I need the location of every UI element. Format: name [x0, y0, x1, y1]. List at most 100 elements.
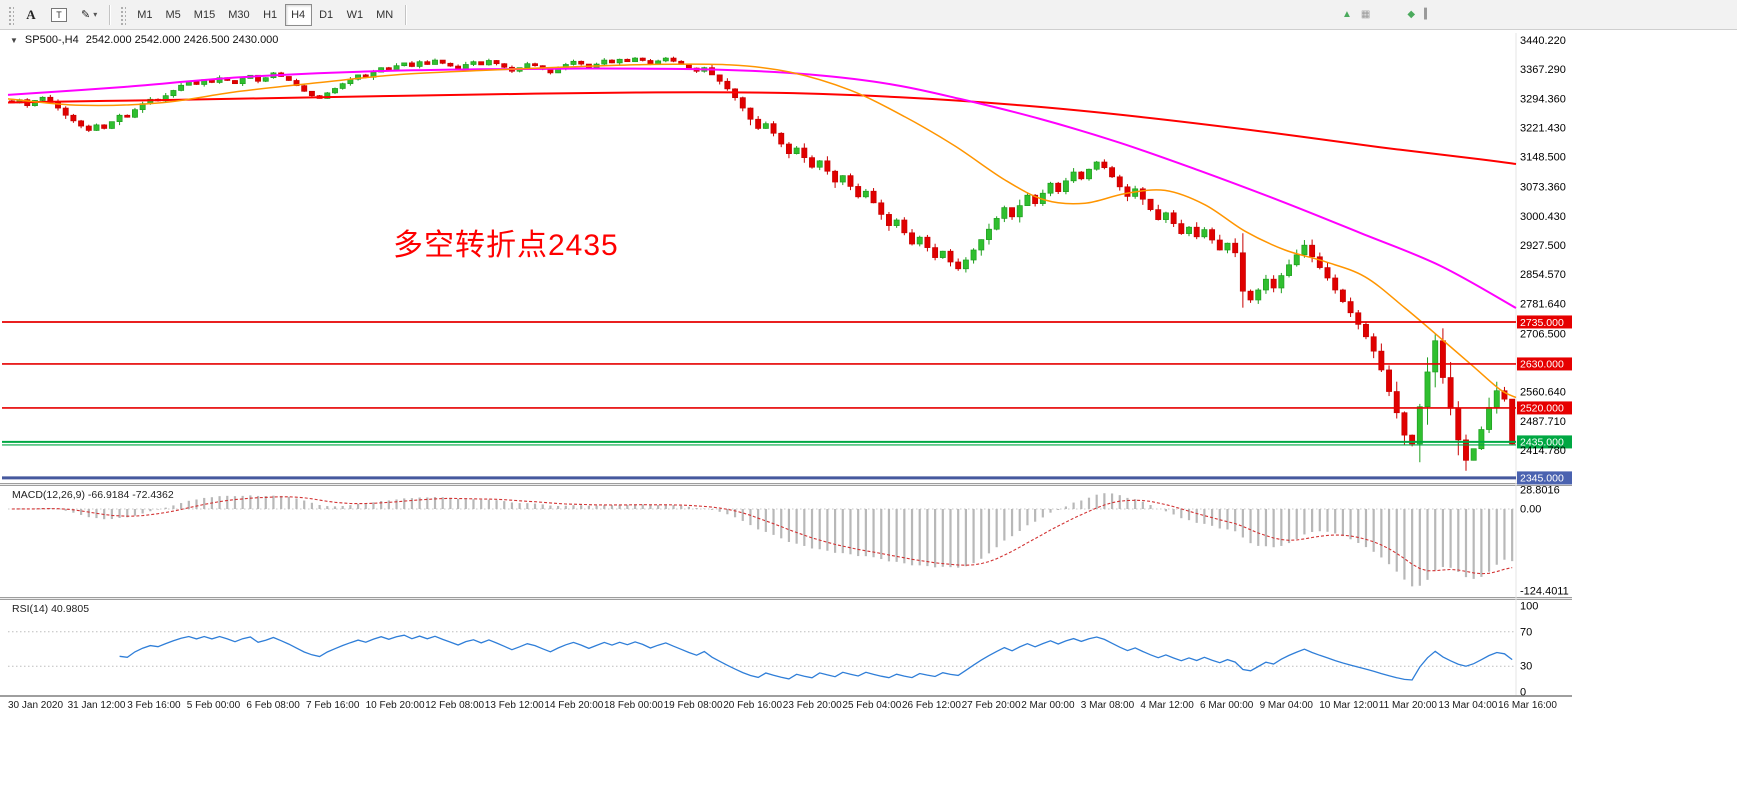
- toolbar-grip[interactable]: [119, 4, 127, 25]
- chart-annotation-text: 多空转折点2435: [393, 229, 619, 262]
- svg-text:13 Feb 12:00: 13 Feb 12:00: [485, 700, 544, 711]
- text-tool-button[interactable]: A: [19, 4, 43, 26]
- timeframe-button-mn[interactable]: MN: [370, 4, 399, 26]
- svg-text:70: 70: [1520, 626, 1532, 638]
- svg-text:-124.4011: -124.4011: [1520, 586, 1569, 598]
- toolbar-separator: [109, 4, 111, 25]
- svg-text:2630.000: 2630.000: [1520, 359, 1564, 371]
- svg-text:0: 0: [1520, 687, 1526, 699]
- price-axis[interactable]: 3440.220 3367.290 3294.360 3221.430 3148.500…: [1520, 35, 1566, 457]
- price-badge: [1517, 435, 1572, 449]
- macd-signal-line: [11, 496, 1513, 575]
- timeframe-button-w1[interactable]: W1: [341, 4, 370, 26]
- svg-text:3 Mar 08:00: 3 Mar 08:00: [1081, 700, 1135, 711]
- toolbar-separator: [405, 4, 407, 25]
- svg-text:2927.500: 2927.500: [1520, 240, 1566, 252]
- svg-text:2487.710: 2487.710: [1520, 416, 1566, 428]
- svg-text:3221.430: 3221.430: [1520, 122, 1566, 134]
- price-badge: [1517, 357, 1572, 371]
- svg-text:3440.220: 3440.220: [1520, 35, 1566, 47]
- svg-text:30 Jan 2020: 30 Jan 2020: [8, 700, 63, 711]
- svg-text:2781.640: 2781.640: [1520, 298, 1566, 310]
- svg-text:31 Jan 12:00: 31 Jan 12:00: [68, 700, 126, 711]
- svg-text:19 Feb 08:00: 19 Feb 08:00: [664, 700, 723, 711]
- timeframe-toolbar: M1 M5 M15 M30 H1 H4 D1 W1 MN: [131, 3, 399, 26]
- svg-text:3 Feb 16:00: 3 Feb 16:00: [127, 700, 181, 711]
- rsi-panel: 100 70 30 0: [8, 601, 1538, 699]
- timeframe-button-m5[interactable]: M5: [160, 4, 187, 26]
- svg-text:18 Feb 00:00: 18 Feb 00:00: [604, 700, 663, 711]
- svg-text:30: 30: [1520, 661, 1532, 673]
- svg-text:26 Feb 12:00: 26 Feb 12:00: [902, 700, 961, 711]
- rsi-line: [119, 634, 1513, 681]
- price-badge: [1517, 315, 1572, 329]
- ma-fast-orange: [7, 63, 1517, 399]
- draw-tool-button[interactable]: ✎ ▾: [75, 4, 103, 26]
- svg-text:2706.500: 2706.500: [1520, 328, 1566, 340]
- svg-text:4 Mar 12:00: 4 Mar 12:00: [1140, 700, 1194, 711]
- toolbar-mini-icons: ▲ ▦ ◆ ▍: [1342, 4, 1432, 26]
- svg-text:9 Mar 04:00: 9 Mar 04:00: [1260, 700, 1314, 711]
- timeframe-button-d1[interactable]: D1: [313, 4, 340, 26]
- timeframe-button-m15[interactable]: M15: [188, 4, 221, 26]
- svg-text:2735.000: 2735.000: [1520, 317, 1564, 329]
- one-click-trading-icon[interactable]: ▼: [10, 35, 18, 45]
- svg-text:2414.780: 2414.780: [1520, 445, 1566, 457]
- svg-text:3073.360: 3073.360: [1520, 182, 1566, 194]
- symbol-period-label: SP500-,H4: [24, 34, 79, 46]
- svg-text:13 Mar 04:00: 13 Mar 04:00: [1438, 700, 1497, 711]
- svg-text:2 Mar 00:00: 2 Mar 00:00: [1021, 700, 1075, 711]
- macd-indicator-label: MACD(12,26,9) -66.9184 -72.4362: [12, 489, 174, 501]
- chevron-down-icon: ▾: [93, 10, 98, 19]
- chart-up-icon[interactable]: ▲: [1342, 9, 1352, 20]
- svg-text:2520.000: 2520.000: [1520, 403, 1564, 415]
- svg-text:20 Feb 16:00: 20 Feb 16:00: [723, 700, 782, 711]
- horizontal-levels[interactable]: 2735.000 2630.000 2520.000 2435.000 2345.000: [2, 315, 1572, 485]
- svg-text:6 Feb 08:00: 6 Feb 08:00: [246, 700, 300, 711]
- macd-axis: 28.8016 0.00 -124.4011: [1520, 485, 1569, 598]
- svg-text:7 Feb 16:00: 7 Feb 16:00: [306, 700, 360, 711]
- svg-text:12 Feb 08:00: 12 Feb 08:00: [425, 700, 484, 711]
- candles: [8, 56, 1516, 471]
- svg-text:16 Mar 16:00: 16 Mar 16:00: [1498, 700, 1557, 711]
- ohlc-values: 2542.000 2542.000 2426.500 2430.000: [85, 34, 279, 46]
- timeframe-button-h1[interactable]: H1: [257, 4, 284, 26]
- label-tool-button[interactable]: T: [45, 4, 73, 26]
- svg-text:2854.570: 2854.570: [1520, 269, 1566, 281]
- grid-icon[interactable]: ▦: [1360, 9, 1371, 20]
- svg-text:3367.290: 3367.290: [1520, 64, 1566, 76]
- bar-icon[interactable]: ▍: [1424, 9, 1432, 20]
- indicator-icon[interactable]: ◆: [1407, 9, 1416, 20]
- svg-text:6 Mar 00:00: 6 Mar 00:00: [1200, 700, 1254, 711]
- toolbar-grip[interactable]: [7, 4, 14, 25]
- panel-splitters[interactable]: [0, 483, 1572, 697]
- ma-mid-magenta: [7, 67, 1517, 309]
- svg-text:2345.000: 2345.000: [1520, 473, 1564, 485]
- timeframe-button-m1[interactable]: M1: [131, 4, 158, 26]
- svg-text:10 Feb 20:00: 10 Feb 20:00: [366, 700, 425, 711]
- svg-text:3294.360: 3294.360: [1520, 93, 1566, 105]
- time-axis[interactable]: 30 Jan 2020 31 Jan 12:00 3 Feb 16:00 5 Feb …: [8, 700, 1557, 711]
- svg-text:3148.500: 3148.500: [1520, 152, 1566, 164]
- svg-text:23 Feb 20:00: 23 Feb 20:00: [783, 700, 842, 711]
- svg-text:28.8016: 28.8016: [1520, 485, 1560, 497]
- svg-text:14 Feb 20:00: 14 Feb 20:00: [544, 700, 603, 711]
- price-badge: [1517, 401, 1572, 415]
- toolbar: A T ✎ ▾ M1 M5 M15 M30 H1 H4 D1 W1 MN ▲ ▦ ◆ ▍: [0, 0, 1737, 30]
- timeframe-button-m30[interactable]: M30: [222, 4, 255, 26]
- svg-text:11 Mar 20:00: 11 Mar 20:00: [1379, 700, 1438, 711]
- svg-text:0.00: 0.00: [1520, 504, 1541, 516]
- moving-averages: [7, 63, 1517, 399]
- svg-text:100: 100: [1520, 601, 1538, 613]
- label-tool-icon: T: [51, 7, 67, 22]
- chart-canvas[interactable]: 2735.000 2630.000 2520.000 2435.000 2345.000…: [0, 30, 1737, 720]
- svg-text:25 Feb 04:00: 25 Feb 04:00: [842, 700, 901, 711]
- svg-text:2560.640: 2560.640: [1520, 387, 1566, 399]
- timeframe-button-h4[interactable]: H4: [284, 3, 312, 26]
- svg-text:10 Mar 12:00: 10 Mar 12:00: [1319, 700, 1378, 711]
- macd-histogram: [18, 493, 1514, 587]
- chart-header: ▼ SP500-,H4 2542.000 2542.000 2426.500 2…: [10, 34, 278, 46]
- pencil-icon: ✎: [81, 9, 91, 21]
- svg-text:27 Feb 20:00: 27 Feb 20:00: [962, 700, 1021, 711]
